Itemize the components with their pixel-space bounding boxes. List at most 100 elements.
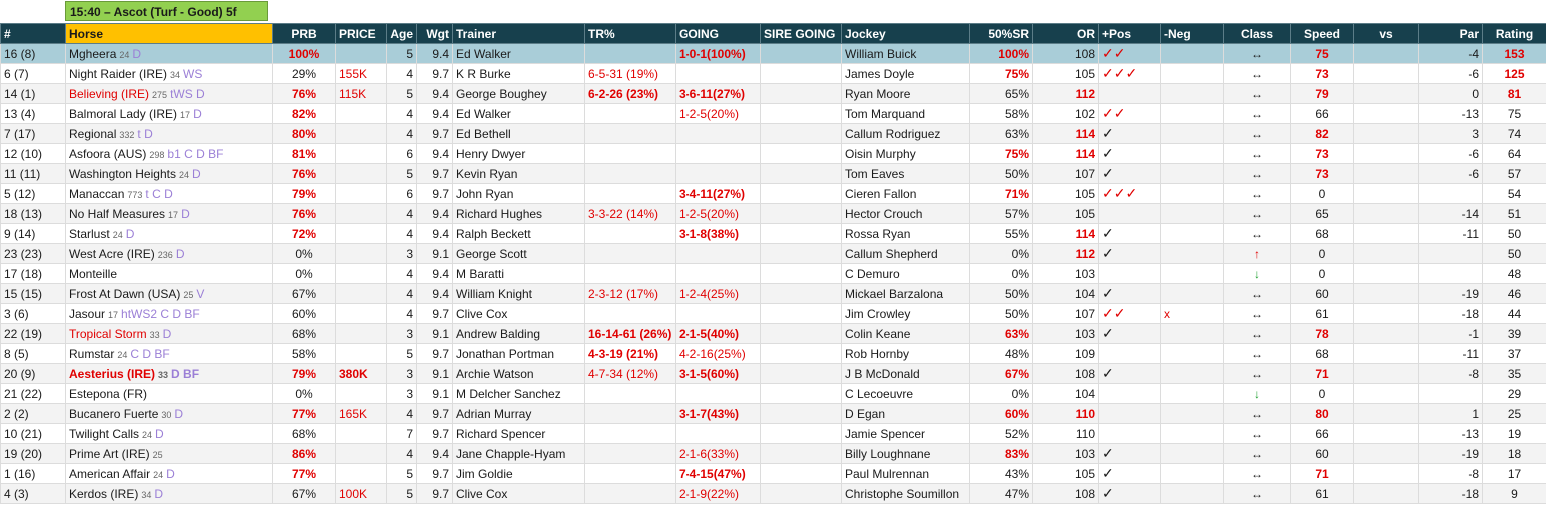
vs-cell xyxy=(1353,203,1419,224)
wgt-cell: 9.4 xyxy=(416,223,453,244)
par-value: -8 xyxy=(1468,466,1479,481)
sire-cell xyxy=(760,443,842,464)
pos-cell: ✓ xyxy=(1098,443,1161,464)
vs-cell xyxy=(1353,263,1419,284)
sr-value: 100% xyxy=(998,46,1029,61)
age-value: 4 xyxy=(406,106,413,121)
jockey-cell: Paul Mulrennan xyxy=(841,463,970,484)
par-cell: 0 xyxy=(1418,83,1483,104)
prb-cell: 0% xyxy=(272,243,336,264)
class-cell: ↔ xyxy=(1223,223,1291,244)
jockey-value: J B McDonald xyxy=(845,366,920,381)
column-header: Horse xyxy=(65,23,273,44)
horse-cell: Prime Art (IRE) 25 xyxy=(65,443,273,464)
sr-cell: 71% xyxy=(969,183,1033,204)
horse-name: Rumstar xyxy=(69,346,115,361)
tr-cell xyxy=(584,143,676,164)
age-cell: 6 xyxy=(386,143,417,164)
vs-cell xyxy=(1353,463,1419,484)
no-cell: 13 (4) xyxy=(0,103,66,124)
sr-cell: 50% xyxy=(969,283,1033,304)
or-value: 104 xyxy=(1074,386,1095,401)
or-cell: 108 xyxy=(1032,43,1099,64)
trainer-cell: Henry Dwyer xyxy=(452,143,585,164)
tr-cell xyxy=(584,463,676,484)
going-value: 1-0-1(100%) xyxy=(679,46,746,61)
trainer-cell: Clive Cox xyxy=(452,303,585,324)
horse-cell: Twilight Calls 24 D xyxy=(65,423,273,444)
going-value: 1-2-5(20%) xyxy=(679,106,740,121)
horse-tags: D xyxy=(191,166,201,181)
price-cell xyxy=(335,463,387,484)
jockey-value: Paul Mulrennan xyxy=(845,466,930,481)
going-cell: 2-1-9(22%) xyxy=(675,483,761,504)
or-value: 104 xyxy=(1074,286,1095,301)
horse-name: Prime Art (IRE) xyxy=(69,446,150,461)
rating-cell: 57 xyxy=(1482,163,1546,184)
trainer-value: Ed Walker xyxy=(456,106,511,121)
days-since-run: 24 xyxy=(119,49,130,60)
going-cell: 1-0-1(100%) xyxy=(675,43,761,64)
or-value: 108 xyxy=(1074,486,1095,501)
or-cell: 110 xyxy=(1032,423,1099,444)
price-cell xyxy=(335,283,387,304)
horse-cell: Rumstar 24 C D BF xyxy=(65,343,273,364)
pos-cell: ✓ xyxy=(1098,163,1161,184)
par-value: -18 xyxy=(1461,486,1479,501)
wgt-value: 9.1 xyxy=(432,366,449,381)
rating-cell: 50 xyxy=(1482,223,1546,244)
wgt-cell: 9.4 xyxy=(416,143,453,164)
going-value: 1-2-4(25%) xyxy=(679,286,740,301)
no-value: 4 (3) xyxy=(4,486,29,501)
or-value: 102 xyxy=(1074,106,1095,121)
runner-row: 18 (13) No Half Measures 17 D 76% 4 9.4 Richard… xyxy=(0,203,1546,224)
class-cell: ↔ xyxy=(1223,63,1291,84)
sr-cell: 60% xyxy=(969,403,1033,424)
sr-value: 75% xyxy=(1004,66,1029,81)
column-header: # xyxy=(0,23,66,44)
wgt-cell: 9.7 xyxy=(416,343,453,364)
horse-cell: West Acre (IRE) 236 D xyxy=(65,243,273,264)
par-value: -6 xyxy=(1468,166,1479,181)
runner-row: 8 (5) Rumstar 24 C D BF 58% 5 9.7 Jonathan Port… xyxy=(0,343,1546,364)
tr-cell: 6-5-31 (19%) xyxy=(584,63,676,84)
jockey-cell: J B McDonald xyxy=(841,363,970,384)
par-cell xyxy=(1418,263,1483,284)
par-cell: -13 xyxy=(1418,423,1483,444)
sr-cell: 57% xyxy=(969,203,1033,224)
price-value: 380K xyxy=(339,366,368,381)
sire-cell xyxy=(760,403,842,424)
class-value: ↔ xyxy=(1251,46,1263,61)
horse-name: Tropical Storm xyxy=(69,326,147,341)
trainer-cell: Ralph Beckett xyxy=(452,223,585,244)
no-value: 16 (8) xyxy=(4,46,36,61)
horse-name: Washington Heights xyxy=(69,166,176,181)
neg-cell xyxy=(1160,463,1224,484)
wgt-cell: 9.7 xyxy=(416,63,453,84)
days-since-run: 298 xyxy=(149,149,165,160)
class-value: ↔ xyxy=(1251,326,1263,341)
going-cell xyxy=(675,263,761,284)
no-cell: 21 (22) xyxy=(0,383,66,404)
wgt-value: 9.4 xyxy=(432,86,449,101)
horse-name: Asfoora (AUS) xyxy=(69,146,147,161)
age-value: 4 xyxy=(406,66,413,81)
horse-name: Monteille xyxy=(69,266,118,281)
sr-value: 47% xyxy=(1004,486,1029,501)
vs-cell xyxy=(1353,103,1419,124)
prb-value: 0% xyxy=(295,246,313,261)
vs-cell xyxy=(1353,363,1419,384)
age-cell: 5 xyxy=(386,43,417,64)
prb-value: 67% xyxy=(291,286,317,301)
no-value: 21 (22) xyxy=(4,386,43,401)
no-cell: 18 (13) xyxy=(0,203,66,224)
prb-cell: 77% xyxy=(272,403,336,424)
pos-cell xyxy=(1098,263,1161,284)
trainer-value: George Scott xyxy=(456,246,527,261)
rating-cell: 25 xyxy=(1482,403,1546,424)
speed-cell: 61 xyxy=(1290,483,1354,504)
prb-cell: 68% xyxy=(272,423,336,444)
column-header: Speed xyxy=(1290,23,1354,44)
sr-cell: 48% xyxy=(969,343,1033,364)
runner-row: 9 (14) Starlust 24 D 72% 4 9.4 Ralph Beckett 3-1… xyxy=(0,223,1546,244)
